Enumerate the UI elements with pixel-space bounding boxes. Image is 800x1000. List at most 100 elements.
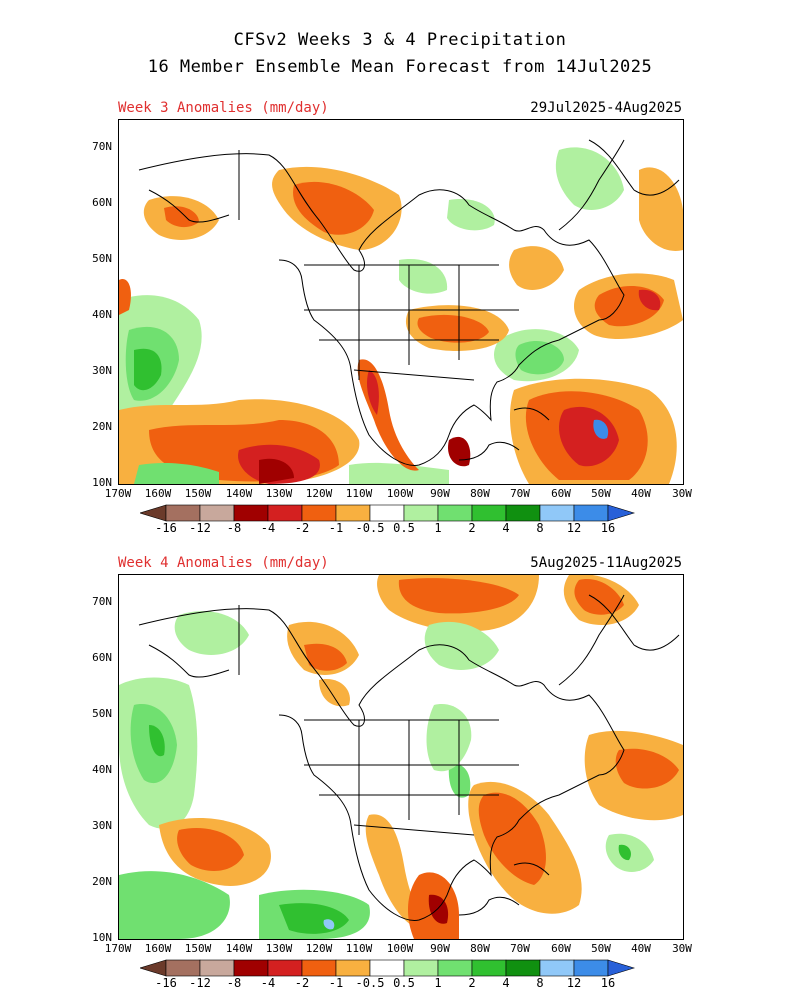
colorbar-tick-label: -4 [260,976,276,990]
panel1-title: Week 3 Anomalies (mm/day) [118,100,329,116]
colorbar-swatch [335,504,371,522]
colorbar-swatch [301,959,337,977]
colorbar-tick-label: 8 [536,521,544,535]
colorbar-tick-label: -16 [155,976,177,990]
colorbar-swatch [505,504,541,522]
colorbar-tick-label: 16 [600,521,616,535]
colorbar-tick-label: 8 [536,976,544,990]
panel1-map [118,119,684,485]
panel1-dates: 29Jul2025-4Aug2025 [530,100,682,116]
lat-label: 10N [92,476,112,489]
colorbar-tick-label: 12 [566,521,582,535]
colorbar-tick-label: -2 [294,521,310,535]
chart-title-line2: 16 Member Ensemble Mean Forecast from 14… [147,57,653,77]
lat-label: 40N [92,308,112,321]
colorbar-swatch [267,959,303,977]
lat-label: 10N [92,931,112,944]
colorbar-swatch [199,959,235,977]
lat-label: 70N [92,595,112,608]
lat-label: 20N [92,420,112,433]
colorbar-tick-label: -8 [226,521,242,535]
lat-label: 30N [92,364,112,377]
colorbar-swatch [165,504,201,522]
colorbar-tick-label: -12 [189,521,211,535]
colorbar-swatch [335,959,371,977]
panel2-map [118,574,684,940]
lon-label: 170W [104,487,132,500]
colorbar-swatch [369,959,405,977]
colorbar-swatch [471,959,507,977]
colorbar-swatch [437,504,473,522]
lon-label: 140W [225,487,253,500]
coastlines [138,594,680,921]
colorbar-swatch [505,959,541,977]
colorbar-swatch [369,504,405,522]
colorbar-swatch [267,504,303,522]
anomaly-fields [119,575,683,939]
colorbar-arrow-left [140,504,167,522]
lon-label: 90W [430,942,450,955]
colorbar-swatch [437,959,473,977]
lon-label: 100W [386,942,414,955]
colorbar-tick-label: -0.5 [355,521,385,535]
lon-label: 100W [386,487,414,500]
colorbar-tick-label: -12 [189,976,211,990]
colorbar-arrow-left [140,959,167,977]
colorbar [140,504,636,522]
colorbar-tick-label: 4 [502,976,510,990]
lon-label: 40W [631,942,651,955]
lat-label: 60N [92,651,112,664]
lon-label: 110W [345,487,373,500]
lat-label: 50N [92,707,112,720]
lon-label: 140W [225,942,253,955]
colorbar-swatch [403,504,439,522]
colorbar-swatch [199,504,235,522]
colorbar-swatch [471,504,507,522]
lon-label: 150W [184,942,212,955]
colorbar [140,959,636,977]
colorbar-tick-label: 0.5 [393,976,415,990]
colorbar-tick-label: -1 [328,521,344,535]
panel2-title: Week 4 Anomalies (mm/day) [118,555,329,571]
colorbar-tick-label: 2 [468,976,476,990]
lon-label: 40W [631,487,651,500]
lat-label: 60N [92,196,112,209]
colorbar-tick-label: 1 [434,976,442,990]
lon-label: 170W [104,942,132,955]
lon-label: 30W [672,487,692,500]
colorbar-tick-label: 12 [566,976,582,990]
colorbar-swatch [301,504,337,522]
lat-label: 30N [92,819,112,832]
colorbar-tick-label: -0.5 [355,976,385,990]
lon-label: 60W [551,942,571,955]
lat-label: 70N [92,140,112,153]
colorbar-swatch [573,959,609,977]
lon-label: 120W [305,942,333,955]
colorbar-swatch [573,504,609,522]
colorbar-tick-label: 2 [468,521,476,535]
lon-label: 80W [470,942,490,955]
colorbar-swatch [539,959,575,977]
lon-label: 80W [470,487,490,500]
colorbar-tick-label: -2 [294,976,310,990]
colorbar-arrow-right [607,959,636,977]
lon-label: 60W [551,487,571,500]
lon-label: 50W [591,487,611,500]
lon-label: 160W [144,942,172,955]
lon-label: 70W [510,487,530,500]
lat-label: 20N [92,875,112,888]
coastlines [138,139,680,466]
colorbar-swatch [539,504,575,522]
colorbar-swatch [233,959,269,977]
chart-title-line1: CFSv2 Weeks 3 & 4 Precipitation [233,30,567,50]
lon-label: 150W [184,487,212,500]
lon-label: 130W [265,942,293,955]
lon-label: 120W [305,487,333,500]
lat-label: 50N [92,252,112,265]
anomaly-fields [119,147,683,484]
lon-label: 70W [510,942,530,955]
colorbar-arrow-right [607,504,636,522]
lon-label: 110W [345,942,373,955]
lon-label: 90W [430,487,450,500]
colorbar-tick-label: -1 [328,976,344,990]
